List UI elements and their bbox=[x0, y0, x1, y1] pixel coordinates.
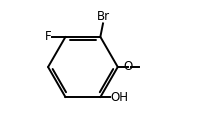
Text: O: O bbox=[123, 60, 132, 74]
Text: F: F bbox=[45, 30, 51, 43]
Text: Br: Br bbox=[96, 10, 109, 23]
Text: OH: OH bbox=[110, 91, 128, 104]
